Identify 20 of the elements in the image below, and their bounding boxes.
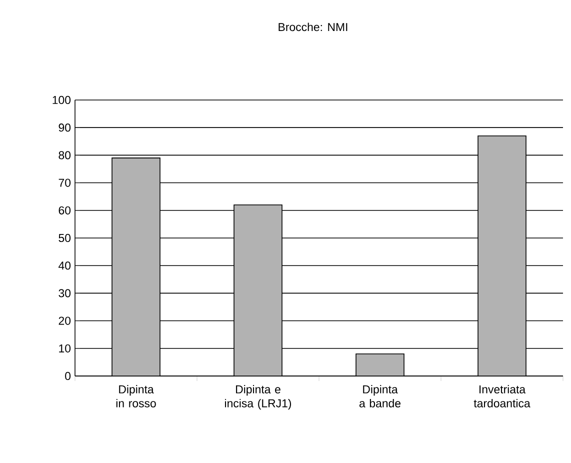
y-tick-label: 50 bbox=[58, 234, 71, 242]
x-tick-label: Dipinta a bande bbox=[359, 385, 401, 408]
y-tick-label: 90 bbox=[58, 124, 71, 132]
y-tick-label: 100 bbox=[52, 96, 71, 104]
x-tick-label: Invetriata tardoantica bbox=[474, 385, 530, 408]
chart-title: Brocche: NMI bbox=[278, 22, 348, 32]
bar bbox=[112, 158, 160, 376]
bar bbox=[234, 204, 282, 376]
bar bbox=[356, 354, 404, 376]
x-tick-label: Dipinta in rosso bbox=[116, 385, 156, 408]
y-tick-label: 30 bbox=[58, 289, 71, 298]
y-tick-label: 70 bbox=[58, 178, 71, 187]
y-tick-label: 20 bbox=[58, 316, 71, 325]
y-tick-label: 10 bbox=[59, 344, 71, 352]
bar bbox=[478, 135, 526, 376]
x-tick-label: Dipinta e incisa (LRJ1) bbox=[225, 385, 292, 410]
y-tick-label: 40 bbox=[58, 262, 71, 270]
y-tick-label: 0 bbox=[65, 372, 71, 380]
y-tick-label: 60 bbox=[58, 206, 71, 214]
y-tick-label: 80 bbox=[58, 151, 71, 160]
